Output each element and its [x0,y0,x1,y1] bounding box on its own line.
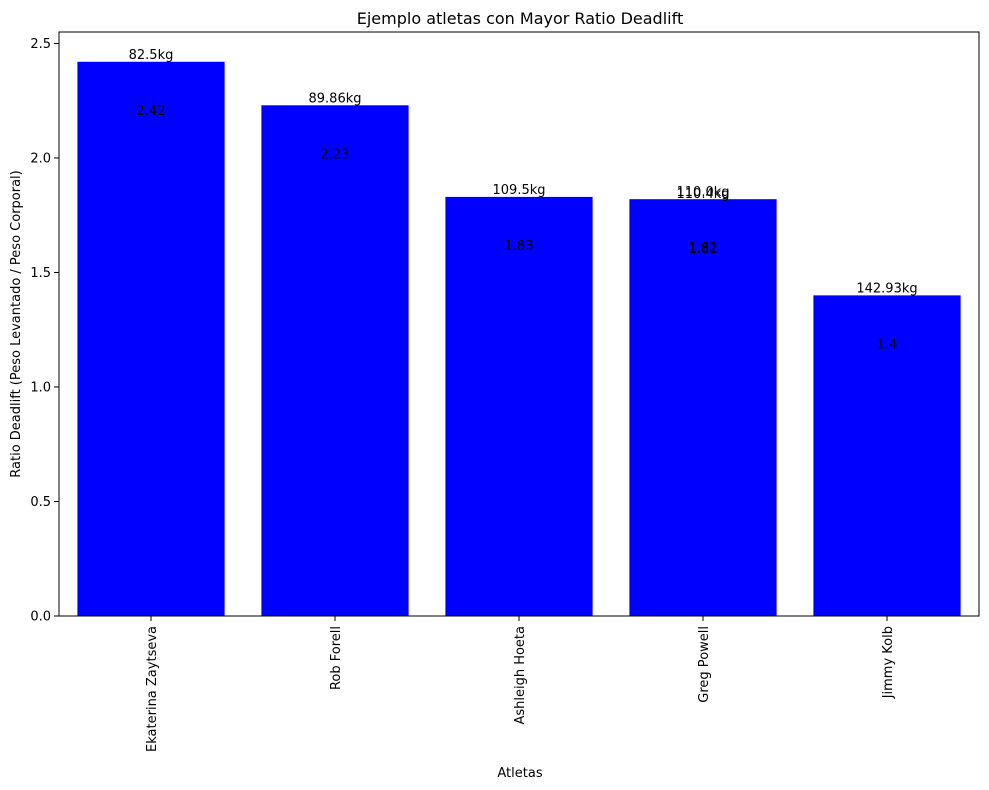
y-axis: 0.0 0.5 1.0 1.5 2.0 2.5 [30,37,59,625]
data-labels-group: 82.5kg2.4289.86kg2.23109.5kg1.83110.0kg1… [129,48,918,353]
bar [77,61,225,617]
bar-weight-label: 109.5kg [493,183,546,198]
y-tick-label: 1.0 [30,380,51,395]
y-tick-label: 0.0 [30,610,51,625]
y-tick-label: 2.5 [30,37,51,52]
y-tick-label: 1.5 [30,266,51,281]
bar-weight-label: 82.5kg [129,48,174,63]
bar-ratio-label: 1.82 [689,241,718,256]
chart-title: Ejemplo atletas con Mayor Ratio Deadlift [357,9,683,28]
bar-ratio-label: 2.42 [137,104,166,119]
bar-weight-label: 110.4kg [677,187,730,202]
bar-ratio-label: 1.83 [505,239,534,254]
bar-ratio-label: 1.4 [877,337,898,352]
x-tick-label: Ekaterina Zaytseva [145,626,160,752]
bars-group [77,61,961,617]
x-tick-label: Rob Forell [329,626,344,690]
y-tick-label: 2.0 [30,151,51,166]
bar [813,295,961,616]
y-tick-label: 0.5 [30,495,51,510]
x-tick-label: Ashleigh Hoeta [513,626,528,725]
bar-weight-label: 142.93kg [856,281,917,296]
bar-ratio-label: 2.23 [321,147,350,162]
x-tick-label: Greg Powell [697,626,712,703]
bar [261,105,409,616]
x-axis-label: Atletas [497,766,542,781]
bar [445,196,593,617]
x-tick-label: Jimmy Kolb [881,626,896,699]
x-axis: Ekaterina Zaytseva Rob Forell Ashleigh Hoe… [145,616,896,752]
bar-ratio-label: 1.81 [689,242,718,257]
bar [629,199,777,616]
bar-weight-label: 110.0kg [677,185,730,200]
y-axis-label: Ratio Deadlift (Peso Levantado / Peso Co… [9,170,24,477]
bar-weight-label: 89.86kg [309,91,362,106]
